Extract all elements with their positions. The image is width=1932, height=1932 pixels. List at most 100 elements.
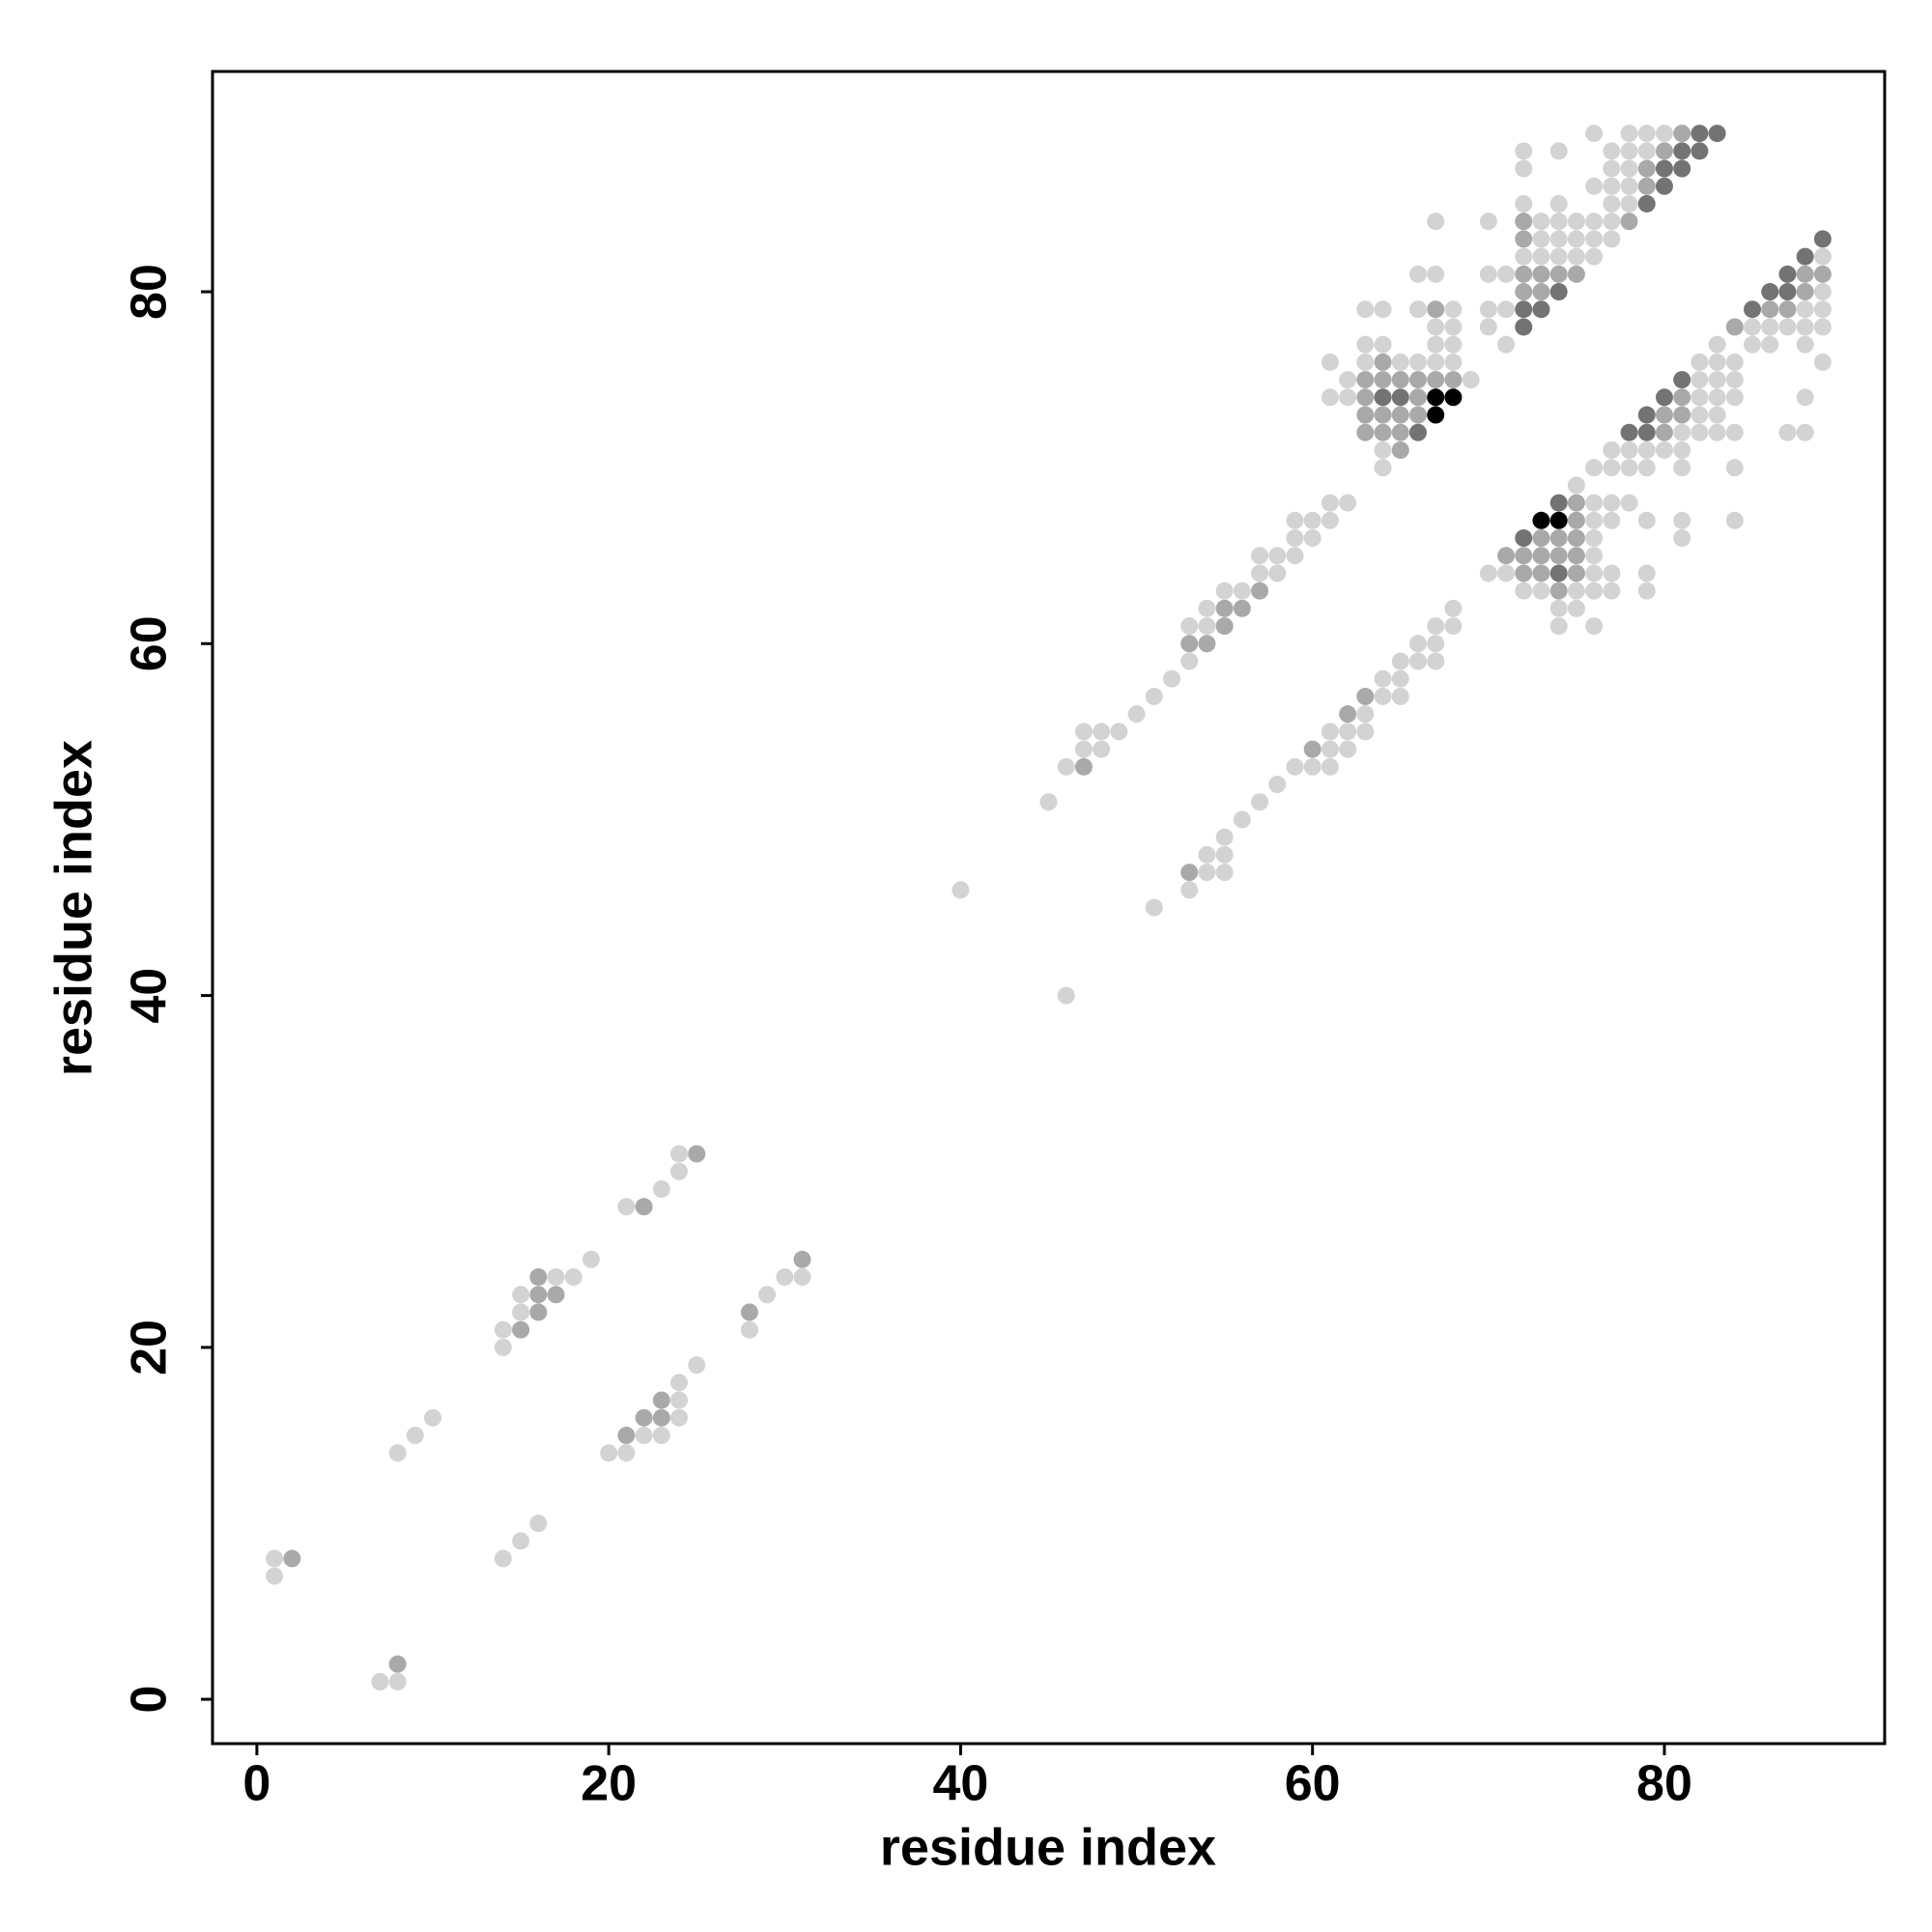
point xyxy=(1462,371,1480,389)
point xyxy=(1673,142,1691,160)
point xyxy=(1637,159,1656,178)
y-tick-label: 40 xyxy=(122,968,178,1024)
point xyxy=(670,1408,689,1427)
point xyxy=(1391,388,1409,407)
point xyxy=(1444,388,1463,407)
point xyxy=(1796,318,1814,336)
point xyxy=(1339,723,1357,741)
point xyxy=(1603,582,1621,600)
point xyxy=(1286,529,1304,548)
point xyxy=(1303,740,1321,758)
point xyxy=(1549,265,1568,283)
point xyxy=(1603,213,1621,231)
point xyxy=(1374,335,1392,354)
point xyxy=(670,1145,689,1163)
point xyxy=(1620,142,1638,160)
point xyxy=(1391,687,1409,705)
point xyxy=(1233,582,1251,600)
point xyxy=(1374,459,1392,477)
point xyxy=(1603,177,1621,195)
point xyxy=(1339,494,1357,512)
point xyxy=(1427,617,1445,636)
point xyxy=(1549,142,1568,160)
point xyxy=(1549,247,1568,266)
point xyxy=(1321,511,1339,529)
point xyxy=(1093,740,1111,758)
point xyxy=(1286,757,1304,776)
point xyxy=(1603,511,1621,529)
point xyxy=(1673,388,1691,407)
point xyxy=(1549,230,1568,248)
point xyxy=(1725,371,1744,389)
point xyxy=(1778,318,1797,336)
point xyxy=(1690,125,1709,143)
point xyxy=(1690,142,1709,160)
point xyxy=(1796,423,1814,441)
point xyxy=(283,1549,301,1568)
point xyxy=(1813,353,1832,371)
point xyxy=(1620,194,1638,213)
point xyxy=(1778,283,1797,301)
point xyxy=(1427,371,1445,389)
point xyxy=(1567,494,1585,512)
y-axis-title: residue index xyxy=(44,740,102,1076)
point xyxy=(388,1444,407,1463)
point xyxy=(1215,828,1234,846)
point xyxy=(1637,125,1656,143)
point xyxy=(1655,125,1673,143)
point xyxy=(1391,652,1409,670)
point xyxy=(1796,300,1814,319)
point xyxy=(1637,511,1656,529)
point xyxy=(1585,494,1604,512)
point xyxy=(1444,318,1463,336)
point xyxy=(1180,652,1199,670)
point xyxy=(652,1408,670,1427)
plot-frame xyxy=(211,70,1887,1746)
point xyxy=(512,1303,530,1321)
point xyxy=(1251,564,1269,582)
point xyxy=(1515,318,1533,336)
point xyxy=(1637,406,1656,424)
point xyxy=(1268,547,1287,565)
point xyxy=(1321,353,1339,371)
point xyxy=(1057,757,1075,776)
point xyxy=(1637,423,1656,441)
point xyxy=(1515,564,1533,582)
point xyxy=(1180,617,1199,636)
point xyxy=(635,1198,653,1216)
y-tick-label: 60 xyxy=(122,615,178,671)
point xyxy=(1761,283,1779,301)
point xyxy=(1549,564,1568,582)
point xyxy=(1813,300,1832,319)
point xyxy=(406,1426,424,1444)
point xyxy=(1532,265,1550,283)
point xyxy=(1180,864,1199,882)
point xyxy=(1356,300,1375,319)
point xyxy=(1813,318,1832,336)
point xyxy=(1796,265,1814,283)
point xyxy=(1497,300,1516,319)
point xyxy=(1145,898,1163,917)
point xyxy=(529,1514,548,1532)
point xyxy=(1673,459,1691,477)
point xyxy=(740,1303,758,1321)
point xyxy=(688,1145,706,1163)
point xyxy=(1339,388,1357,407)
point xyxy=(1286,511,1304,529)
point xyxy=(1796,247,1814,266)
point xyxy=(793,1250,811,1268)
point xyxy=(1408,265,1427,283)
point xyxy=(1427,265,1445,283)
point xyxy=(1603,494,1621,512)
point xyxy=(1813,265,1832,283)
point xyxy=(1690,371,1709,389)
point xyxy=(1110,723,1128,741)
point xyxy=(1549,582,1568,600)
point xyxy=(1233,810,1251,829)
point xyxy=(1744,335,1762,354)
point xyxy=(1215,617,1234,636)
point xyxy=(1585,529,1604,548)
y-tick-label: 80 xyxy=(122,264,178,320)
point xyxy=(1479,564,1497,582)
point xyxy=(1427,652,1445,670)
